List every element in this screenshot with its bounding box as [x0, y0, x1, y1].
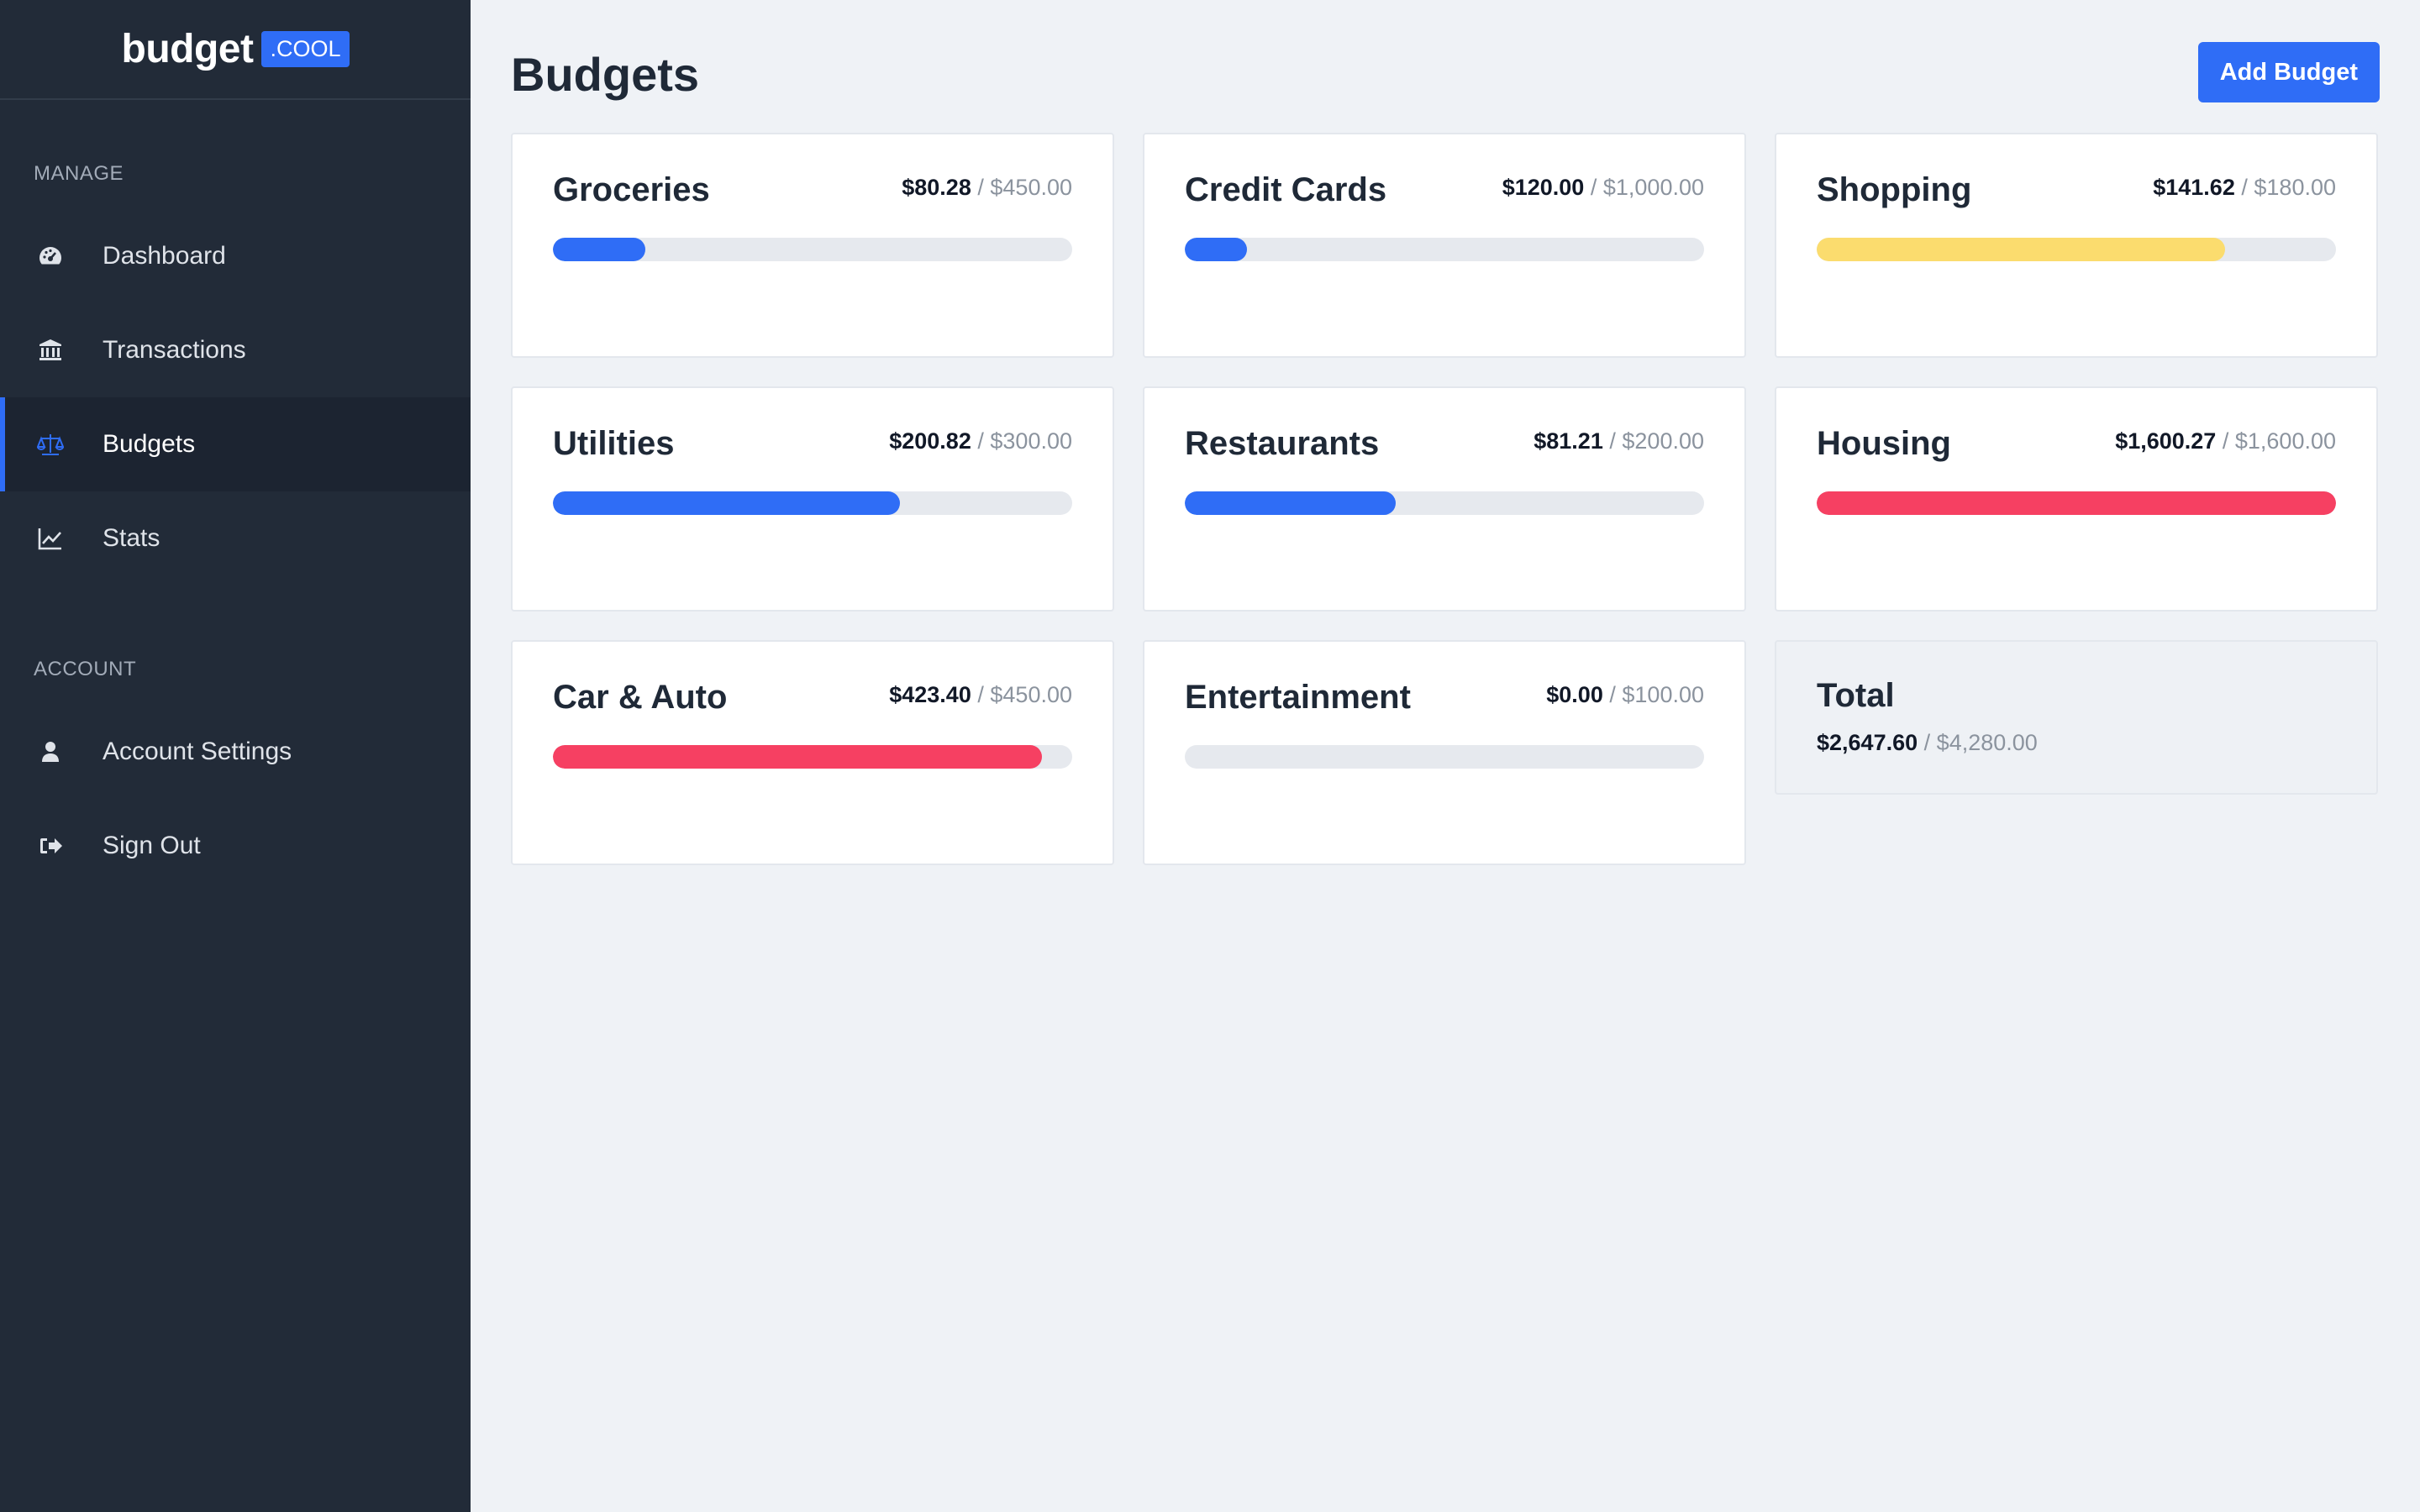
total-limit: $4,280.00	[1936, 730, 2038, 755]
amount-separator: /	[977, 428, 984, 454]
budget-limit: $450.00	[990, 175, 1072, 200]
add-budget-button[interactable]: Add Budget	[2197, 42, 2380, 102]
dashboard-gauge-icon	[34, 239, 67, 273]
budget-progress-fill	[1817, 491, 2336, 515]
total-amounts: $2,647.60 / $4,280.00	[1817, 730, 2336, 756]
budget-progress-fill	[1185, 491, 1396, 515]
sidebar-item-label: Budgets	[103, 430, 196, 458]
amount-separator: /	[1590, 175, 1597, 200]
brand-tag: .COOL	[261, 31, 350, 67]
sign-out-icon	[34, 829, 67, 863]
amount-separator: /	[2241, 175, 2248, 200]
sidebar-item-dashboard[interactable]: Dashboard	[0, 209, 471, 303]
amount-separator: /	[1609, 682, 1616, 707]
sidebar-item-label: Transactions	[103, 336, 246, 364]
bank-icon	[34, 333, 67, 367]
amount-separator: /	[1923, 730, 1931, 755]
budget-name: Car & Auto	[553, 679, 728, 716]
sidebar-item-budgets[interactable]: Budgets	[0, 397, 471, 491]
budget-name: Housing	[1817, 425, 1951, 462]
budget-progress-fill	[1185, 238, 1248, 261]
budget-amounts: $81.21 / $200.00	[1534, 428, 1704, 454]
budget-spent: $200.82	[889, 428, 971, 454]
sidebar-item-label: Stats	[103, 524, 160, 552]
brand-logo[interactable]: budget .COOL	[0, 0, 471, 100]
sidebar-item-account-settings[interactable]: Account Settings	[0, 705, 471, 799]
page-header: Budgets Add Budget	[511, 42, 2380, 102]
budget-amounts: $120.00 / $1,000.00	[1502, 175, 1704, 201]
budget-limit: $1,000.00	[1602, 175, 1704, 200]
budget-spent: $1,600.27	[2115, 428, 2217, 454]
sidebar-item-label: Account Settings	[103, 738, 292, 765]
budget-progress-fill	[1817, 238, 2226, 261]
amount-separator: /	[977, 175, 984, 200]
budget-limit: $1,600.00	[2234, 428, 2336, 454]
budget-spent: $423.40	[889, 682, 971, 707]
budget-card[interactable]: Housing $1,600.27 / $1,600.00	[1775, 386, 2378, 612]
budget-amounts: $1,600.27 / $1,600.00	[2115, 428, 2336, 454]
total-title: Total	[1817, 677, 1895, 714]
total-card: Total $2,647.60 / $4,280.00	[1775, 640, 2378, 795]
brand-word: budget	[121, 27, 254, 71]
amount-separator: /	[977, 682, 984, 707]
budget-progress-fill	[553, 745, 1042, 769]
budget-spent: $120.00	[1502, 175, 1585, 200]
budget-progress-bar	[553, 491, 1072, 515]
budget-progress-bar	[553, 238, 1072, 261]
budget-progress-fill	[553, 491, 901, 515]
amount-separator: /	[1609, 428, 1616, 454]
budget-name: Entertainment	[1185, 679, 1411, 716]
amount-separator: /	[2222, 428, 2229, 454]
sidebar-item-label: Dashboard	[103, 242, 226, 270]
section-label-manage: MANAGE	[34, 162, 124, 185]
budget-card[interactable]: Entertainment $0.00 / $100.00	[1143, 640, 1746, 865]
budget-name: Credit Cards	[1185, 171, 1387, 208]
budget-amounts: $200.82 / $300.00	[889, 428, 1072, 454]
budget-name: Groceries	[553, 171, 710, 208]
budget-limit: $200.00	[1622, 428, 1704, 454]
budget-limit: $300.00	[990, 428, 1072, 454]
budget-limit: $450.00	[990, 682, 1072, 707]
budget-progress-bar	[1817, 238, 2336, 261]
budget-card[interactable]: Shopping $141.62 / $180.00	[1775, 133, 2378, 358]
budget-progress-bar	[1185, 491, 1704, 515]
budget-amounts: $0.00 / $100.00	[1546, 682, 1704, 708]
budget-progress-bar	[1817, 491, 2336, 515]
budget-card[interactable]: Credit Cards $120.00 / $1,000.00	[1143, 133, 1746, 358]
budget-name: Utilities	[553, 425, 675, 462]
budget-card[interactable]: Utilities $200.82 / $300.00	[511, 386, 1114, 612]
budget-spent: $0.00	[1546, 682, 1603, 707]
user-icon	[34, 735, 67, 769]
budget-progress-bar	[1185, 745, 1704, 769]
total-spent: $2,647.60	[1817, 730, 1918, 755]
line-chart-icon	[34, 522, 67, 555]
section-label-account: ACCOUNT	[34, 658, 137, 680]
budget-spent: $81.21	[1534, 428, 1603, 454]
budget-limit: $100.00	[1622, 682, 1704, 707]
sidebar: budget .COOL MANAGE Dashboard Transactio…	[0, 0, 471, 1512]
budget-name: Shopping	[1817, 171, 1972, 208]
budget-amounts: $141.62 / $180.00	[2153, 175, 2336, 201]
main-content: Budgets Add Budget Groceries $80.28 / $4…	[471, 0, 2420, 1512]
budget-grid: Groceries $80.28 / $450.00 Credit Cards …	[511, 133, 2380, 865]
sidebar-item-transactions[interactable]: Transactions	[0, 303, 471, 397]
budget-card[interactable]: Groceries $80.28 / $450.00	[511, 133, 1114, 358]
balance-scale-icon	[34, 428, 67, 461]
budget-progress-bar	[1185, 238, 1704, 261]
budget-progress-fill	[553, 238, 645, 261]
sidebar-item-stats[interactable]: Stats	[0, 491, 471, 585]
budget-amounts: $423.40 / $450.00	[889, 682, 1072, 708]
page-title: Budgets	[511, 47, 699, 101]
budget-amounts: $80.28 / $450.00	[902, 175, 1072, 201]
sidebar-item-sign-out[interactable]: Sign Out	[0, 799, 471, 893]
budget-name: Restaurants	[1185, 425, 1380, 462]
budget-card[interactable]: Restaurants $81.21 / $200.00	[1143, 386, 1746, 612]
budget-progress-bar	[553, 745, 1072, 769]
sidebar-item-label: Sign Out	[103, 832, 201, 859]
budget-limit: $180.00	[2254, 175, 2336, 200]
budget-spent: $141.62	[2153, 175, 2235, 200]
budget-spent: $80.28	[902, 175, 971, 200]
budget-card[interactable]: Car & Auto $423.40 / $450.00	[511, 640, 1114, 865]
